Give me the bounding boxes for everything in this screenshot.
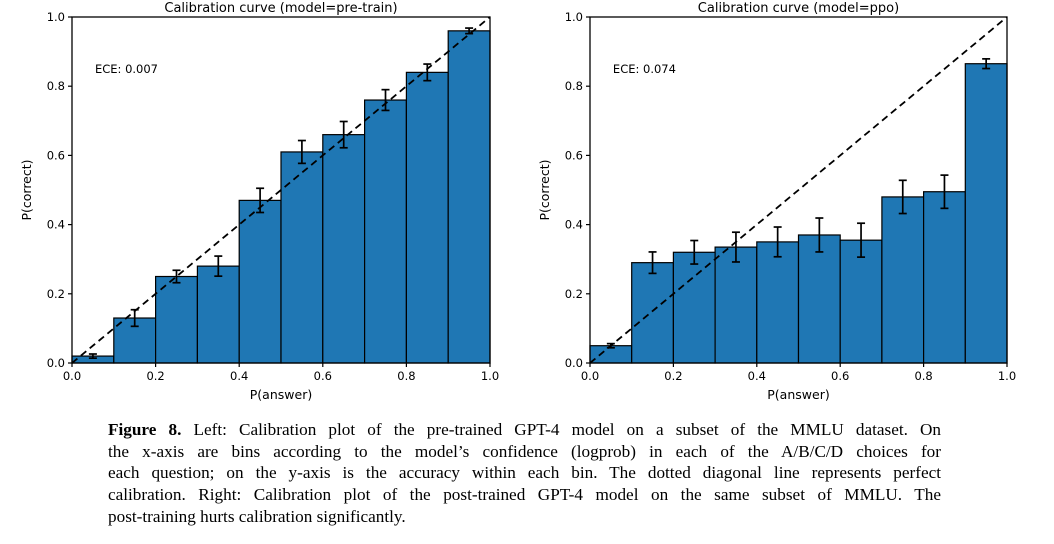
x-tick-label: 0.6 xyxy=(314,369,332,383)
histogram-bar xyxy=(238,199,282,364)
chart-title: Calibration curve (model=pre-train) xyxy=(164,1,397,16)
x-tick-label: 0.4 xyxy=(230,369,248,383)
histogram-bar xyxy=(797,234,841,364)
x-tick-label: 1.0 xyxy=(481,369,499,383)
ece-annotation: ECE: 0.007 xyxy=(95,62,158,76)
histogram-bar xyxy=(405,71,449,364)
x-tick-label: 0.8 xyxy=(397,369,415,383)
histogram-bar xyxy=(322,134,366,364)
x-axis-label: P(answer) xyxy=(250,387,312,402)
y-tick-label: 1.0 xyxy=(47,10,65,24)
histogram-bar xyxy=(364,99,408,364)
histogram-bar xyxy=(714,246,758,364)
histogram-bar xyxy=(280,151,324,364)
x-tick-label: 0.2 xyxy=(146,369,164,383)
histogram-bar xyxy=(839,239,883,364)
y-tick-label: 0.4 xyxy=(565,218,583,232)
chart-title: Calibration curve (model=ppo) xyxy=(698,1,899,16)
ece-annotation: ECE: 0.074 xyxy=(613,62,676,76)
y-tick-label: 0.8 xyxy=(565,79,583,93)
perfect-calibration-line xyxy=(71,16,491,364)
histogram-bar xyxy=(196,265,240,364)
caption-line-3: each question; on the y-axis is the accu… xyxy=(108,463,941,483)
x-tick-label: 0.4 xyxy=(748,369,766,383)
perfect-calibration-line xyxy=(589,16,1008,364)
caption-line-2: the x-axis are bins according to the mod… xyxy=(108,441,941,461)
y-tick-label: 0.8 xyxy=(47,79,65,93)
histogram-bar xyxy=(631,262,674,364)
y-tick-label: 0.6 xyxy=(565,148,583,162)
histogram-bar xyxy=(923,191,966,364)
histogram-bar xyxy=(881,196,925,364)
y-tick-label: 0.0 xyxy=(565,356,583,370)
x-tick-label: 0.8 xyxy=(914,369,932,383)
caption-line-4: calibration. Right: Calibration plot of … xyxy=(108,485,941,505)
calibration-chart-pretrain: 0.0 0.2 0.4 0.6 0.8 1.0 0.0 0.2 0.4 0.6 0.8 1.0 Cali… xyxy=(19,1,499,402)
x-tick-label: 1.0 xyxy=(998,369,1016,383)
y-tick-label: 0.6 xyxy=(47,148,65,162)
histogram-bar xyxy=(756,241,800,364)
caption-line-1: Figure 8. Left: Calibration plot of the … xyxy=(108,419,941,441)
x-tick-label: 0.0 xyxy=(581,369,599,383)
y-tick-label: 0.2 xyxy=(565,287,583,301)
histogram-bar xyxy=(672,251,716,364)
x-tick-label: 0.0 xyxy=(63,369,81,383)
histogram-bar xyxy=(964,63,1008,364)
caption-line-5: post-training hurts calibration signific… xyxy=(108,506,406,526)
calibration-chart-ppo: 0.0 0.2 0.4 0.6 0.8 1.0 0.0 0.2 0.4 0.6 0.8 1.0 Cali… xyxy=(537,1,1016,402)
y-axis-label: P(correct) xyxy=(19,159,34,220)
figure-label: Figure 8. xyxy=(108,420,182,439)
y-tick-label: 0.2 xyxy=(47,287,65,301)
y-tick-label: 1.0 xyxy=(565,10,583,24)
x-tick-label: 0.2 xyxy=(664,369,682,383)
axes-box xyxy=(71,16,491,364)
caption-text-1: Left: Calibration plot of the pre-traine… xyxy=(193,420,942,439)
x-tick-label: 0.6 xyxy=(831,369,849,383)
axes-box xyxy=(589,16,1008,364)
x-axis-label: P(answer) xyxy=(767,387,829,402)
histogram-bar xyxy=(447,30,491,364)
y-tick-label: 0.0 xyxy=(47,356,65,370)
y-tick-label: 0.4 xyxy=(47,218,65,232)
y-axis-label: P(correct) xyxy=(537,159,552,220)
figure-caption: Figure 8. Left: Calibration plot of the … xyxy=(108,419,941,528)
